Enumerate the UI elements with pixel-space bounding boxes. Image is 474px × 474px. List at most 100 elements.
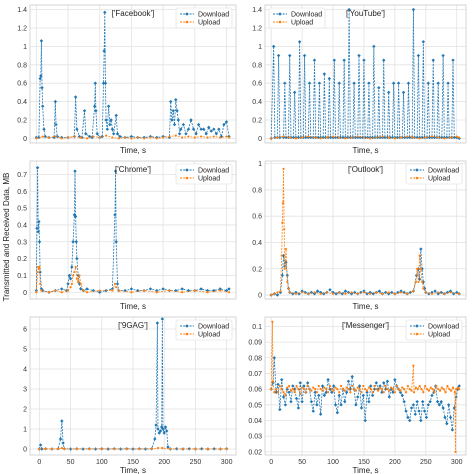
data-point [408, 388, 411, 391]
data-point [377, 289, 382, 293]
y-tick-label: 2 [23, 407, 27, 414]
data-point [438, 389, 442, 392]
data-point [136, 288, 140, 293]
data-point [274, 390, 278, 394]
data-point [331, 292, 335, 295]
y-tick-label: 0.4 [17, 99, 27, 106]
data-point [415, 399, 419, 404]
data-point [156, 427, 160, 431]
data-point [156, 446, 160, 450]
data-point [403, 388, 406, 391]
y-tick-label: 1 [23, 427, 27, 434]
data-point [421, 399, 425, 404]
data-point [400, 393, 404, 398]
data-point [111, 289, 114, 292]
data-point [419, 247, 423, 251]
data-point [175, 109, 179, 113]
y-tick-label: 1.4 [17, 7, 27, 14]
legend-marker [415, 168, 419, 172]
data-point [47, 136, 51, 139]
data-point [110, 127, 115, 131]
data-point [450, 428, 455, 432]
data-point [37, 219, 41, 224]
data-point [410, 389, 413, 392]
data-point [356, 292, 359, 295]
data-point [294, 396, 299, 401]
data-point [411, 403, 416, 407]
data-point [297, 388, 300, 391]
data-point [307, 135, 310, 138]
y-tick-label: 0.8 [17, 62, 27, 69]
data-point [350, 374, 354, 379]
data-point [275, 388, 278, 391]
data-point [304, 391, 307, 394]
data-point [356, 386, 359, 389]
data-point [150, 447, 153, 450]
data-point [179, 127, 183, 131]
data-point [110, 287, 115, 291]
data-point [315, 289, 320, 293]
series-upload [35, 265, 231, 294]
data-point [325, 388, 328, 391]
data-point [428, 399, 432, 404]
data-point [219, 134, 224, 139]
data-point [406, 135, 409, 138]
data-point [204, 132, 208, 136]
data-point [288, 384, 291, 388]
data-point [444, 391, 447, 394]
data-point [74, 240, 78, 244]
plot-frame [264, 316, 467, 456]
data-point [319, 292, 322, 295]
data-point [53, 99, 58, 104]
y-tick-label: 0.6 [252, 214, 262, 221]
y-tick-label: 0.6 [252, 81, 262, 88]
data-point [85, 287, 89, 291]
data-point [94, 109, 98, 113]
data-point [37, 135, 41, 140]
x-tick-label: 50 [298, 459, 306, 466]
data-point [412, 290, 415, 293]
y-tick-label: 0 [23, 447, 27, 454]
y-tick-label: 0.03 [248, 434, 262, 441]
data-point [446, 81, 450, 85]
data-point [113, 282, 117, 285]
data-point [77, 134, 82, 139]
series-line [271, 249, 460, 296]
data-point [70, 282, 73, 285]
y-tick-label: 6 [23, 327, 27, 334]
legend-label: Upload [198, 332, 220, 339]
data-point [276, 382, 280, 387]
data-point [362, 58, 366, 62]
data-point [73, 270, 76, 274]
data-point [85, 291, 89, 294]
data-point [320, 384, 325, 388]
data-point [284, 247, 288, 251]
data-point [279, 378, 284, 382]
data-point [307, 292, 310, 295]
data-point [393, 378, 397, 382]
data-point [172, 122, 177, 127]
data-point [194, 132, 198, 136]
series-upload [270, 135, 461, 140]
data-point [148, 287, 153, 291]
data-point [212, 127, 216, 131]
data-point [286, 280, 289, 284]
data-point [60, 137, 63, 140]
legend-marker [278, 12, 282, 16]
data-point [375, 136, 378, 139]
data-point [450, 389, 453, 392]
data-point [412, 364, 415, 367]
data-point [160, 317, 165, 321]
y-tick-label: 0.06 [248, 387, 262, 394]
data-point [328, 384, 332, 388]
data-point [388, 389, 391, 392]
data-point [114, 240, 118, 244]
data-point [201, 127, 206, 131]
data-point [136, 136, 139, 139]
data-point [412, 136, 415, 139]
data-point [88, 447, 91, 451]
data-point [387, 291, 390, 294]
data-point [111, 136, 114, 139]
